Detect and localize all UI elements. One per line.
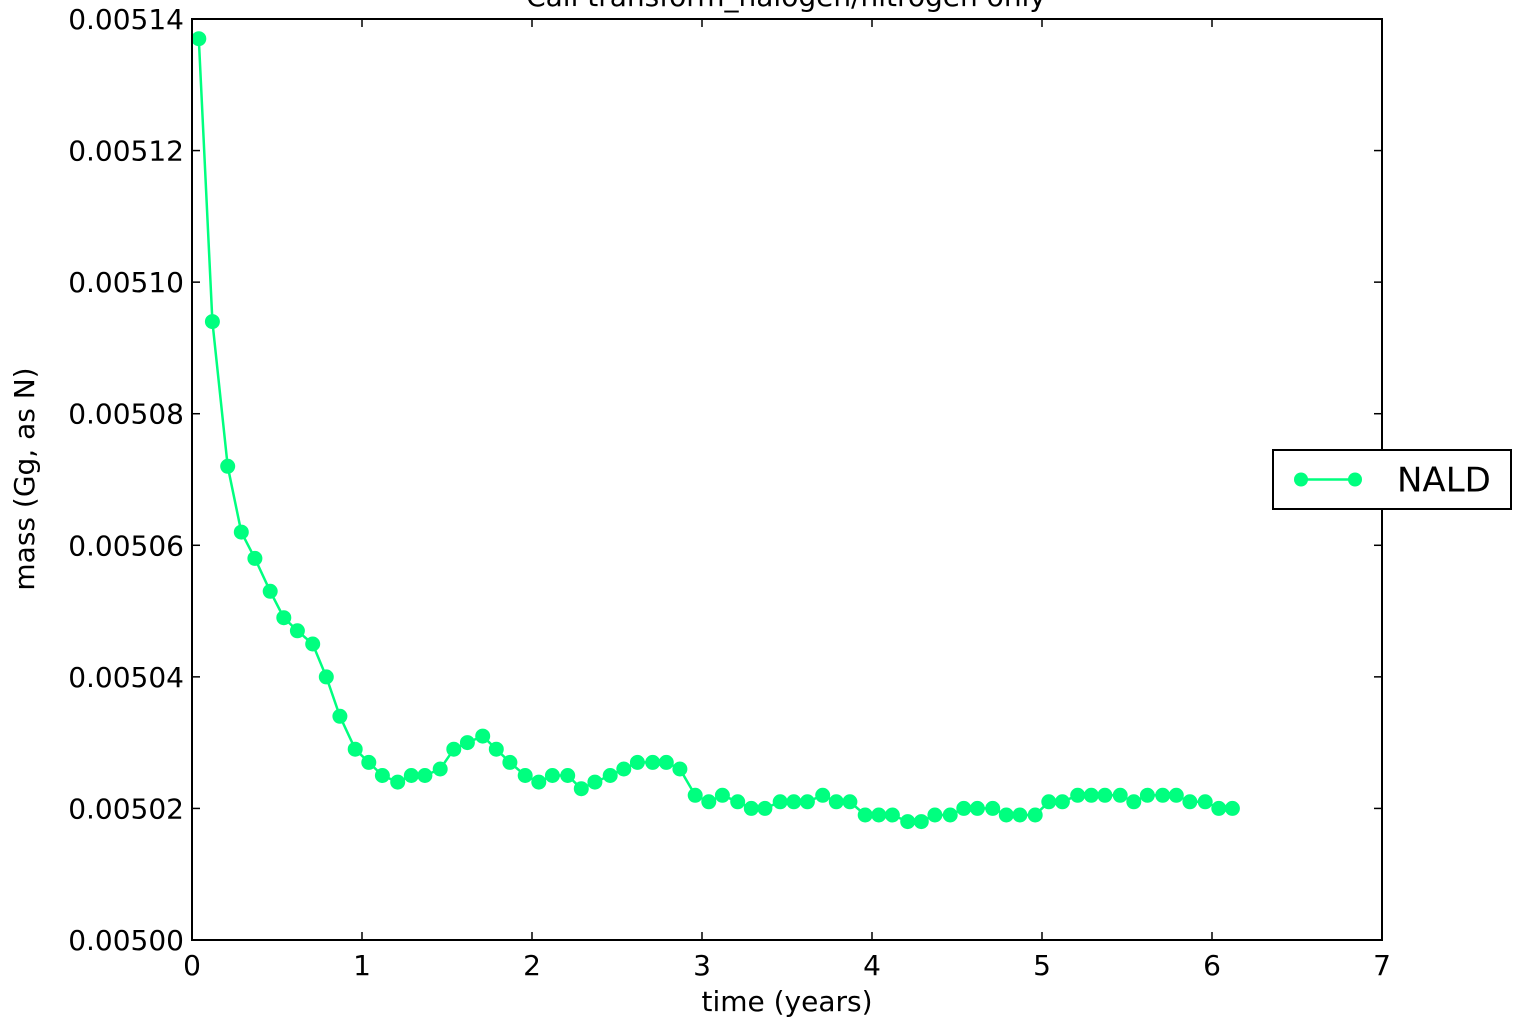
data-point	[318, 669, 334, 685]
data-point	[956, 800, 972, 816]
data-point	[361, 754, 377, 770]
legend-marker	[1294, 472, 1308, 487]
data-point	[560, 768, 576, 783]
data-point	[616, 761, 632, 777]
data-point	[857, 807, 873, 823]
data-point	[842, 794, 858, 810]
data-point	[1070, 787, 1086, 803]
y-tick-label: 0.00514	[68, 3, 184, 36]
data-point	[714, 787, 730, 803]
data-point	[1083, 787, 1099, 803]
data-point	[573, 781, 589, 797]
data-point	[645, 754, 661, 770]
data-point	[786, 794, 802, 810]
data-point	[900, 814, 916, 830]
data-point	[403, 768, 419, 783]
data-point	[629, 754, 645, 770]
data-point	[913, 814, 929, 830]
data-point	[432, 761, 448, 777]
data-point	[517, 768, 533, 783]
data-point	[204, 314, 220, 330]
data-point	[374, 768, 390, 783]
x-tick-label: 5	[1033, 949, 1051, 982]
x-tick-label: 2	[523, 949, 541, 982]
data-point	[475, 728, 491, 744]
data-point	[998, 807, 1014, 823]
data-point	[587, 774, 603, 790]
data-point	[289, 623, 305, 639]
data-point	[446, 741, 462, 757]
data-point	[305, 636, 321, 652]
data-point	[871, 807, 887, 823]
data-point	[262, 583, 278, 599]
data-point	[233, 524, 249, 540]
data-point	[1197, 794, 1213, 810]
data-point	[1168, 787, 1184, 803]
y-tick-label: 0.00512	[68, 135, 184, 168]
data-point	[1211, 800, 1227, 816]
data-point	[1097, 787, 1113, 803]
data-point	[417, 768, 433, 783]
legend-marker	[1348, 472, 1362, 487]
x-axis-label: time (years)	[701, 985, 872, 1018]
legend: NALD	[1272, 449, 1512, 510]
x-tick-label: 6	[1203, 949, 1221, 982]
data-point	[969, 800, 985, 816]
data-point	[687, 787, 703, 803]
data-point	[502, 754, 518, 770]
data-point	[772, 794, 788, 810]
x-tick-label: 4	[863, 949, 881, 982]
data-point	[799, 794, 815, 810]
data-point	[1054, 794, 1070, 810]
data-point	[332, 708, 348, 724]
data-point	[658, 754, 674, 770]
x-tick-label: 7	[1373, 949, 1391, 982]
y-tick-label: 0.00504	[68, 661, 184, 694]
data-point	[743, 800, 759, 816]
data-point	[1012, 807, 1028, 823]
data-point	[247, 550, 263, 566]
y-axis-label: mass (Gg, as N)	[8, 367, 41, 590]
data-point	[757, 800, 773, 816]
y-tick-label: 0.00510	[68, 266, 184, 299]
data-point	[672, 761, 688, 777]
legend-label: NALD	[1397, 461, 1491, 501]
data-point	[884, 807, 900, 823]
data-point	[347, 741, 363, 757]
data-point	[191, 31, 207, 47]
y-tick-label: 0.00502	[68, 792, 184, 825]
data-point	[985, 800, 1001, 816]
x-tick-label: 0	[183, 949, 201, 982]
data-point	[488, 741, 504, 757]
data-point	[602, 768, 618, 783]
data-point	[531, 774, 547, 790]
data-point	[942, 807, 958, 823]
x-tick-label: 1	[353, 949, 371, 982]
x-tick-label: 3	[693, 949, 711, 982]
y-tick-label: 0.00500	[68, 924, 184, 957]
data-point	[544, 768, 560, 783]
data-point	[815, 787, 831, 803]
data-point	[1224, 800, 1240, 816]
y-tick-label: 0.00506	[68, 529, 184, 562]
data-point	[1027, 807, 1043, 823]
data-point	[1182, 794, 1198, 810]
data-point	[1139, 787, 1155, 803]
data-point	[701, 794, 717, 810]
data-point	[1041, 794, 1057, 810]
data-point	[1155, 787, 1171, 803]
data-point	[220, 458, 236, 474]
data-point	[459, 735, 475, 751]
data-point	[927, 807, 943, 823]
data-point	[730, 794, 746, 810]
data-point	[1126, 794, 1142, 810]
data-point	[828, 794, 844, 810]
data-point	[276, 610, 292, 626]
data-point	[390, 774, 406, 790]
y-tick-label: 0.00508	[68, 398, 184, 431]
data-point	[1112, 787, 1128, 803]
chart-title: Call transform_halogen/nitrogen only	[526, 0, 1046, 13]
